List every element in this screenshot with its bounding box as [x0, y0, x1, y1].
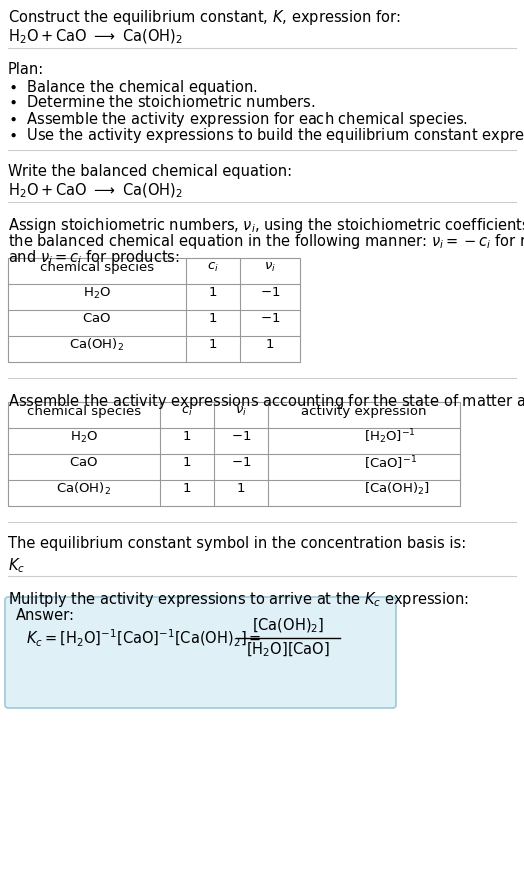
Bar	[8, 258, 300, 362]
FancyBboxPatch shape	[5, 597, 396, 708]
Text: 1: 1	[209, 287, 217, 299]
Text: $-1$: $-1$	[231, 430, 251, 444]
Text: activity expression: activity expression	[301, 405, 427, 418]
Text: Assemble the activity expressions accounting for the state of matter and $\nu_i$: Assemble the activity expressions accoun…	[8, 392, 524, 411]
Text: $\mathrm{H_2O}$: $\mathrm{H_2O}$	[83, 286, 111, 301]
Text: the balanced chemical equation in the following manner: $\nu_i = -c_i$ for react: the balanced chemical equation in the fo…	[8, 232, 524, 251]
Text: Answer:: Answer:	[16, 608, 75, 623]
Text: $\mathrm{H_2O + CaO}\ \longrightarrow\ \mathrm{Ca(OH)_2}$: $\mathrm{H_2O + CaO}\ \longrightarrow\ \…	[8, 28, 183, 46]
Text: $[\mathrm{H_2O}][\mathrm{CaO}]$: $[\mathrm{H_2O}][\mathrm{CaO}]$	[246, 641, 330, 659]
Text: $\mathrm{Ca(OH)_2}$: $\mathrm{Ca(OH)_2}$	[70, 337, 125, 353]
Text: $\mathrm{Ca(OH)_2}$: $\mathrm{Ca(OH)_2}$	[57, 481, 112, 497]
Text: $-1$: $-1$	[231, 456, 251, 470]
Text: 1: 1	[183, 456, 191, 470]
Text: The equilibrium constant symbol in the concentration basis is:: The equilibrium constant symbol in the c…	[8, 536, 466, 551]
Text: $\bullet$  Use the activity expressions to build the equilibrium constant expres: $\bullet$ Use the activity expressions t…	[8, 126, 524, 145]
Text: Mulitply the activity expressions to arrive at the $K_c$ expression:: Mulitply the activity expressions to arr…	[8, 590, 469, 609]
Text: Write the balanced chemical equation:: Write the balanced chemical equation:	[8, 164, 292, 179]
Text: $\bullet$  Determine the stoichiometric numbers.: $\bullet$ Determine the stoichiometric n…	[8, 94, 315, 110]
Text: $c_i$: $c_i$	[207, 261, 219, 273]
Text: $[\mathrm{H_2O}]^{-1}$: $[\mathrm{H_2O}]^{-1}$	[364, 428, 416, 446]
Text: $\mathrm{H_2O + CaO}\ \longrightarrow\ \mathrm{Ca(OH)_2}$: $\mathrm{H_2O + CaO}\ \longrightarrow\ \…	[8, 182, 183, 200]
Text: $\bullet$  Assemble the activity expression for each chemical species.: $\bullet$ Assemble the activity expressi…	[8, 110, 468, 129]
Text: $c_i$: $c_i$	[181, 405, 193, 418]
Text: 1: 1	[237, 482, 245, 496]
Text: $-1$: $-1$	[260, 287, 280, 299]
Text: Assign stoichiometric numbers, $\nu_i$, using the stoichiometric coefficients, $: Assign stoichiometric numbers, $\nu_i$, …	[8, 216, 524, 235]
Text: $\bullet$  Balance the chemical equation.: $\bullet$ Balance the chemical equation.	[8, 78, 258, 97]
Text: $K_c$: $K_c$	[8, 556, 25, 575]
Text: chemical species: chemical species	[27, 405, 141, 418]
Text: 1: 1	[183, 482, 191, 496]
Text: $[\mathrm{CaO}]^{-1}$: $[\mathrm{CaO}]^{-1}$	[364, 455, 417, 472]
Text: 1: 1	[183, 430, 191, 444]
Text: Construct the equilibrium constant, $K$, expression for:: Construct the equilibrium constant, $K$,…	[8, 8, 401, 27]
Text: $[\mathrm{Ca(OH)_2}]$: $[\mathrm{Ca(OH)_2}]$	[252, 617, 324, 635]
Text: and $\nu_i = c_i$ for products:: and $\nu_i = c_i$ for products:	[8, 248, 180, 267]
Text: $\mathrm{CaO}$: $\mathrm{CaO}$	[82, 313, 112, 326]
Bar	[8, 402, 460, 506]
Text: 1: 1	[209, 313, 217, 326]
Text: $\nu_i$: $\nu_i$	[264, 261, 276, 273]
Text: chemical species: chemical species	[40, 261, 154, 273]
Text: $\nu_i$: $\nu_i$	[235, 405, 247, 418]
Text: $-1$: $-1$	[260, 313, 280, 326]
Text: $[\mathrm{Ca(OH)_2}]$: $[\mathrm{Ca(OH)_2}]$	[364, 481, 430, 497]
Text: $K_c = [\mathrm{H_2O}]^{-1}[\mathrm{CaO}]^{-1}[\mathrm{Ca(OH)_2}] =$: $K_c = [\mathrm{H_2O}]^{-1}[\mathrm{CaO}…	[26, 628, 261, 648]
Text: Plan:: Plan:	[8, 62, 44, 77]
Text: 1: 1	[266, 338, 274, 352]
Text: $\mathrm{H_2O}$: $\mathrm{H_2O}$	[70, 430, 98, 445]
Text: $\mathrm{CaO}$: $\mathrm{CaO}$	[70, 456, 99, 470]
Text: 1: 1	[209, 338, 217, 352]
